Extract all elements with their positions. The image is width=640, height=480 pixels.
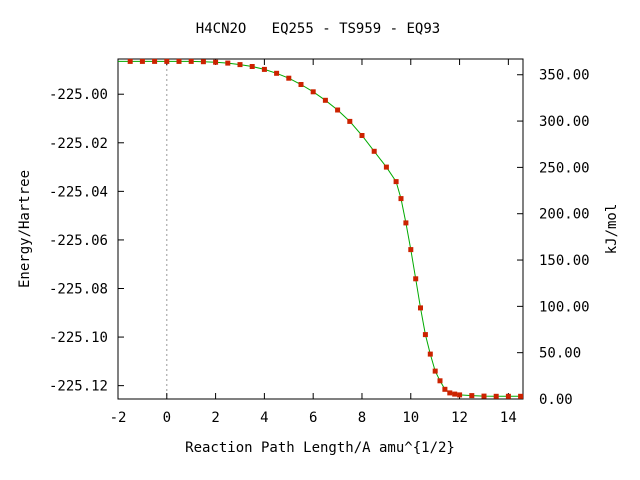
y2-tick-label: 50.00: [539, 346, 581, 362]
y-tick-label: -225.02: [49, 136, 108, 152]
plot-frame: [117, 58, 524, 400]
x-tick-label: -2: [110, 410, 127, 426]
x-axis-label: Reaction Path Length/A amu^{1/2}: [185, 440, 455, 456]
data-point: [335, 107, 341, 113]
data-point: [383, 164, 389, 170]
y-tick-label: -225.04: [49, 184, 108, 200]
chart-title: H4CN2O EQ255 - TS959 - EQ93: [196, 21, 440, 37]
data-point: [413, 276, 419, 282]
data-point: [176, 58, 182, 64]
series-line: [118, 60, 521, 397]
y2-tick-label: 350.00: [539, 68, 590, 84]
data-point: [347, 118, 353, 124]
data-point: [371, 148, 377, 154]
x-tick-label: 4: [260, 410, 268, 426]
data-point: [274, 70, 280, 76]
y-tick-label: -225.08: [49, 282, 108, 298]
data-point: [452, 391, 458, 397]
data-point: [310, 89, 316, 95]
y2-axis-label: kJ/mol: [604, 204, 620, 255]
y2-tick-label: 0.00: [539, 392, 573, 408]
data-point: [200, 59, 206, 65]
data-point: [188, 58, 194, 64]
data-point: [213, 59, 219, 65]
x-tick-label: 6: [309, 410, 317, 426]
data-point: [493, 393, 499, 399]
data-point: [152, 58, 158, 64]
data-point: [481, 393, 487, 399]
data-point: [127, 58, 133, 64]
data-point: [469, 393, 475, 399]
data-point: [418, 305, 423, 311]
data-point: [322, 97, 328, 103]
data-point: [225, 60, 231, 66]
data-point: [398, 196, 404, 202]
data-point: [249, 64, 255, 69]
data-point: [427, 351, 433, 357]
data-point: [505, 393, 511, 399]
data-point: [408, 247, 414, 253]
data-point: [457, 392, 463, 398]
data-point: [432, 368, 438, 374]
data-point: [437, 378, 443, 384]
data-point: [237, 62, 243, 68]
data-point: [286, 75, 292, 81]
y2-tick-label: 150.00: [539, 253, 590, 269]
data-point: [261, 66, 267, 72]
y2-tick-label: 250.00: [539, 160, 590, 176]
data-point: [403, 220, 409, 226]
x-tick-label: 14: [500, 410, 517, 426]
y-tick-label: -225.12: [49, 379, 108, 395]
data-point: [359, 133, 365, 138]
y-tick-label: -225.06: [49, 233, 108, 249]
y-tick-label: -225.10: [49, 330, 108, 346]
x-tick-label: 12: [451, 410, 468, 426]
y2-tick-label: 100.00: [539, 299, 590, 315]
data-point: [298, 82, 304, 87]
data-point: [447, 390, 453, 396]
y-tick-label: -225.00: [49, 87, 108, 103]
data-point: [518, 393, 524, 399]
y2-tick-label: 200.00: [539, 207, 590, 223]
y2-tick-label: 300.00: [539, 114, 590, 130]
x-tick-label: 8: [358, 410, 366, 426]
data-point: [422, 332, 428, 338]
y-axis-label: Energy/Hartree: [17, 170, 33, 288]
x-tick-label: 2: [211, 410, 219, 426]
data-point: [164, 58, 170, 64]
x-tick-label: 0: [163, 410, 171, 426]
data-point: [393, 179, 399, 185]
data-point: [139, 58, 145, 64]
data-point: [442, 386, 448, 392]
x-tick-label: 10: [402, 410, 419, 426]
